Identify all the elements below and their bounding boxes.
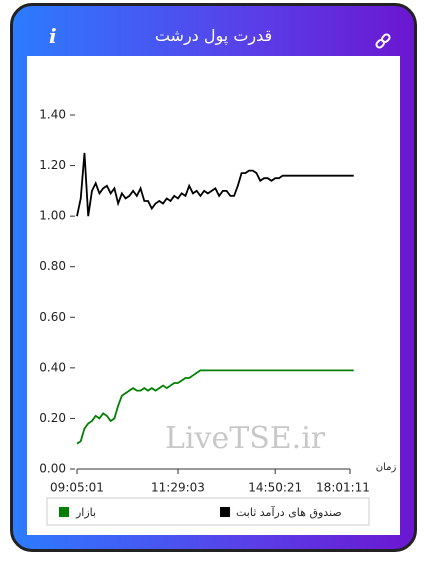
legend-label: صندوق های درآمد ثابت [236,505,342,519]
y-tick-label: 1.00 [39,209,66,223]
x-axis-label: زمان [376,462,397,473]
legend-label: بازار [75,506,96,519]
y-tick-label: 1.40 [39,108,66,122]
y-tick-label: 1.20 [39,158,66,172]
x-tick-label: 11:29:03 [151,481,205,495]
chart-title: قدرت پول درشت [154,26,273,45]
watermark: LiveTSE.ir [165,421,326,456]
x-tick-label: 18:01:11 [316,481,370,495]
x-tick-label: 09:05:01 [50,481,104,495]
series-line [76,152,354,217]
legend [46,497,370,526]
chart-panel [27,56,400,535]
link-button[interactable] [374,32,392,50]
y-tick-label: 0.80 [39,259,66,273]
legend-swatch [220,507,230,517]
card: i قدرت پول درشت [10,3,417,552]
x-tick-label: 14:50:21 [248,481,302,495]
y-tick-label: 0.60 [39,310,66,324]
legend-swatch [59,507,69,517]
y-tick-label: 0.00 [39,462,66,476]
y-tick-label: 0.40 [39,360,66,374]
info-button[interactable]: i [49,24,57,48]
y-tick-label: 0.20 [39,411,66,425]
series-line [76,369,354,445]
